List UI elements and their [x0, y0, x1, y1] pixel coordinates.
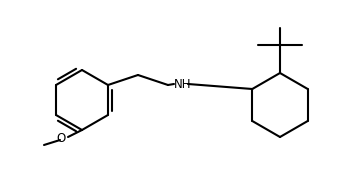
Text: O: O: [57, 131, 66, 144]
Text: NH: NH: [174, 77, 192, 90]
